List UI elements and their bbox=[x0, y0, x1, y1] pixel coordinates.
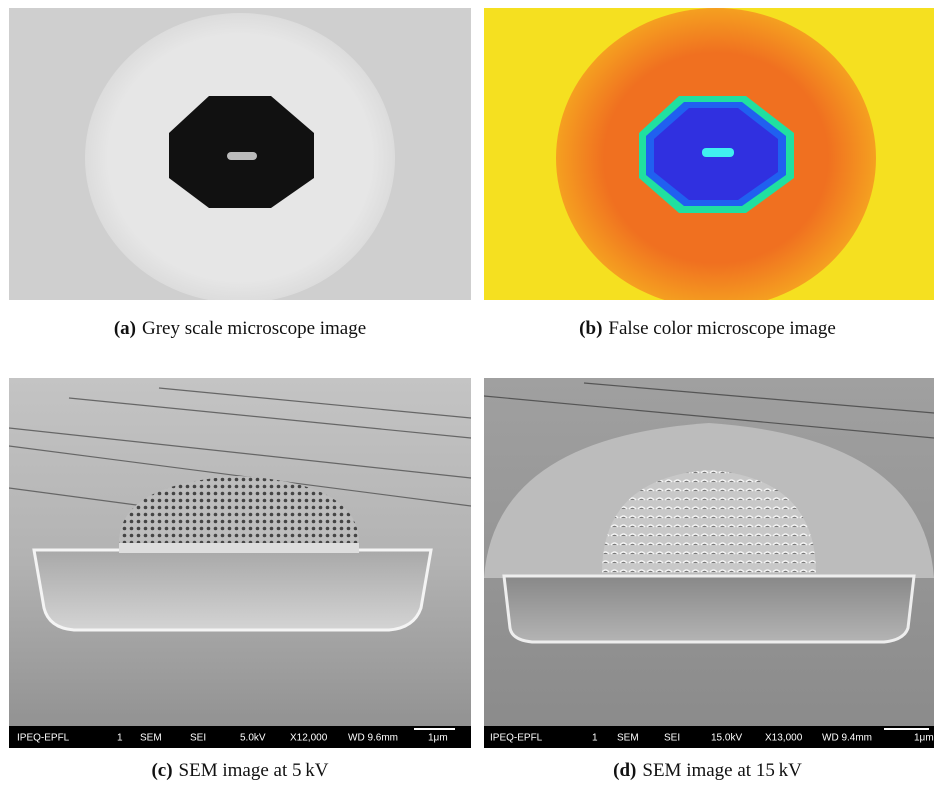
info-text: 1 bbox=[592, 733, 598, 744]
image-sem-15kv: IPEQ-EPFL 1 SEM SEI 15.0kV X13,000 WD 9.… bbox=[484, 378, 934, 748]
caption-label: (b) bbox=[579, 318, 602, 339]
info-text: WD 9.6mm bbox=[348, 733, 398, 744]
caption-text: SEM image at 15 kV bbox=[642, 760, 801, 781]
caption-text: False color microscope image bbox=[608, 318, 835, 339]
info-text: IPEQ-EPFL bbox=[17, 733, 70, 744]
info-bar: IPEQ-EPFL 1 SEM SEI 15.0kV X13,000 WD 9.… bbox=[484, 726, 934, 748]
info-text: X12,000 bbox=[290, 733, 328, 744]
info-bar: IPEQ-EPFL 1 SEM SEI 5.0kV X12,000 WD 9.6… bbox=[9, 726, 471, 748]
info-text: X13,000 bbox=[765, 733, 803, 744]
caption-label: (d) bbox=[613, 760, 636, 781]
caption-text: Grey scale microscope image bbox=[142, 318, 366, 339]
caption: (b) False color microscope image bbox=[480, 318, 935, 340]
caption: (d) SEM image at 15 kV bbox=[480, 760, 935, 782]
page: (a) Grey scale microscope image (b) False … bbox=[0, 0, 935, 792]
info-text: SEM bbox=[140, 733, 162, 744]
info-text: WD 9.4mm bbox=[822, 733, 872, 744]
image-sem-5kv: IPEQ-EPFL 1 SEM SEI 5.0kV X12,000 WD 9.6… bbox=[9, 378, 471, 748]
info-text: 1μm bbox=[428, 733, 448, 744]
info-text: SEM bbox=[617, 733, 639, 744]
caption-text: SEM image at 5 kV bbox=[179, 760, 329, 781]
image-false-color bbox=[484, 8, 934, 300]
caption: (c) SEM image at 5 kV bbox=[0, 760, 480, 782]
info-text: IPEQ-EPFL bbox=[490, 733, 543, 744]
info-text: 5.0kV bbox=[240, 733, 266, 744]
caption-label: (c) bbox=[151, 760, 172, 781]
caption-label: (a) bbox=[114, 318, 136, 339]
info-text: SEI bbox=[190, 733, 206, 744]
info-text: 1μm bbox=[914, 733, 934, 744]
info-text: SEI bbox=[664, 733, 680, 744]
info-text: 1 bbox=[117, 733, 123, 744]
image-grey bbox=[9, 8, 471, 300]
info-text: 15.0kV bbox=[711, 733, 742, 744]
caption: (a) Grey scale microscope image bbox=[0, 318, 480, 340]
